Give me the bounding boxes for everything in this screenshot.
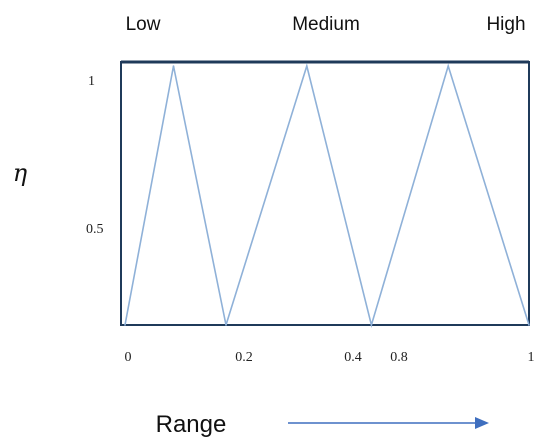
x-tick-label-1: 1 [528,350,535,365]
series-point-4 [370,324,373,326]
x-tick-label-0.4: 0.4 [344,350,362,365]
top-label-high: High [486,14,525,35]
y-tick-label-0.5: 0.5 [86,222,104,237]
series-point-2 [225,324,227,326]
y-axis-label: η [13,159,28,187]
x-tick-label-0: 0 [125,350,132,365]
x-tick-label-0.8: 0.8 [390,350,408,365]
plot-frame [120,61,530,326]
top-label-medium: Medium [292,14,360,35]
membership-series-line [124,63,530,329]
series-point-0 [124,324,126,326]
x-tick-label-0.2: 0.2 [235,350,253,365]
series-point-3 [306,65,308,67]
series-point-6 [528,324,530,326]
top-label-low: Low [126,14,161,35]
x-axis-title: Range [156,411,227,438]
y-tick-label-1: 1 [88,74,95,89]
series-point-5 [447,65,450,67]
series-point-1 [172,65,175,67]
